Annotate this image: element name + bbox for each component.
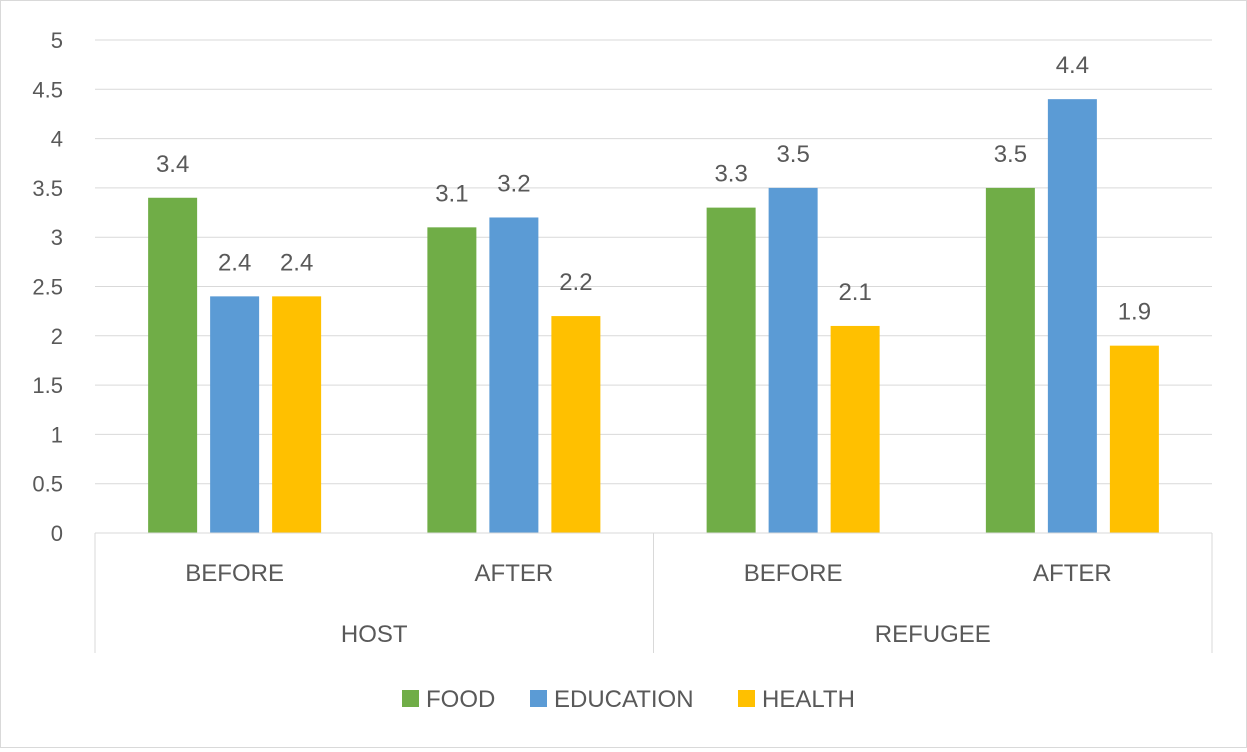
x-category-label: BEFORE	[185, 560, 284, 587]
data-label: 3.2	[497, 170, 530, 197]
x-axis: BEFORE AFTER BEFORE AFTER HOST REFUGEE	[94, 532, 1213, 653]
data-label: 3.5	[994, 141, 1027, 168]
data-label: 3.1	[435, 180, 468, 207]
legend-item-health: HEALTH	[738, 686, 855, 713]
bar-health	[1109, 345, 1159, 533]
x-category-label: BEFORE	[744, 560, 843, 587]
data-label: 2.1	[838, 279, 871, 306]
y-tick-label: 1.5	[32, 373, 63, 398]
y-tick-label: 0	[51, 521, 63, 546]
data-labels: 3.4 2.4 2.4 3.1 3.2 2.2 3.3 3.5 2.1 3.5 4.4 1.9	[156, 52, 1151, 326]
bar-food	[148, 197, 198, 533]
gridlines	[95, 39, 1212, 485]
y-tick-label: 0.5	[32, 472, 63, 497]
legend-item-food: FOOD	[402, 686, 495, 713]
bars	[148, 99, 1159, 534]
x-group-label: REFUGEE	[875, 621, 991, 648]
bar-food	[706, 207, 756, 533]
data-label: 3.5	[776, 141, 809, 168]
data-label: 2.4	[218, 249, 251, 276]
legend-swatch	[530, 690, 547, 707]
x-group-label: HOST	[341, 621, 408, 648]
legend-item-education: EDUCATION	[530, 686, 694, 713]
bar-health	[272, 296, 322, 533]
bar-health	[830, 325, 880, 533]
legend: FOOD EDUCATION HEALTH	[402, 686, 855, 713]
y-tick-label: 4.5	[32, 77, 63, 102]
y-tick-label: 3	[51, 225, 63, 250]
legend-swatch	[402, 690, 419, 707]
y-tick-label: 3.5	[32, 176, 63, 201]
y-tick-label: 5	[51, 28, 63, 53]
y-tick-label: 4	[51, 127, 63, 152]
y-tick-label: 2.5	[32, 275, 63, 300]
data-label: 4.4	[1056, 52, 1089, 79]
data-label: 2.4	[280, 249, 313, 276]
legend-swatch	[738, 690, 755, 707]
bar-food	[985, 187, 1035, 533]
data-label: 3.4	[156, 151, 189, 178]
data-label: 2.2	[559, 269, 592, 296]
data-label: 1.9	[1118, 299, 1151, 326]
legend-label: EDUCATION	[554, 686, 694, 713]
bar-education	[210, 296, 260, 533]
legend-label: FOOD	[426, 686, 495, 713]
bar-education	[768, 187, 818, 533]
y-tick-label: 1	[51, 422, 63, 447]
data-label: 3.3	[714, 161, 747, 188]
y-axis-tick-labels: 0 0.5 1 1.5 2 2.5 3 3.5 4 4.5 5	[32, 28, 63, 546]
legend-label: HEALTH	[762, 686, 855, 713]
y-tick-label: 2	[51, 324, 63, 349]
x-category-label: AFTER	[1033, 560, 1112, 587]
x-category-label: AFTER	[475, 560, 554, 587]
bar-education	[489, 217, 539, 534]
bar-education	[1047, 99, 1097, 533]
bar-health	[551, 316, 601, 533]
bar-food	[427, 227, 477, 533]
